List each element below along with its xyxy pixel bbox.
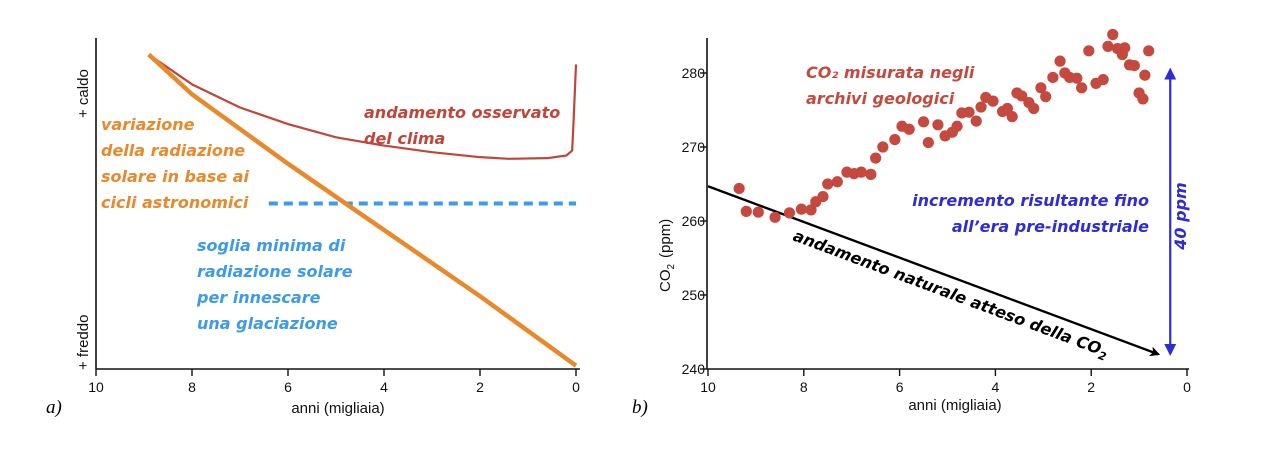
co2-data-point <box>1071 72 1083 84</box>
panel-b-x-tick-label: 6 <box>896 379 904 395</box>
co2-data-point <box>1016 90 1028 102</box>
co2-data-point <box>1107 28 1119 41</box>
panel-a-x-axis-label: anni (migliaia) <box>291 400 384 417</box>
co2-data-point <box>740 205 752 217</box>
co2-data-point <box>1102 40 1114 52</box>
co2-data-point <box>783 207 796 219</box>
panel-b-chart: 10 8 6 4 2 0 240 250 260 270 280 CO₂ misurata negl… <box>632 28 1191 418</box>
panel-b-y-tick-label: 240 <box>682 361 706 377</box>
co2-data-point <box>752 206 764 218</box>
co2-data-point <box>1006 111 1018 123</box>
co2-data-point <box>903 123 915 135</box>
panel-a-x-tick-label: 6 <box>284 379 292 395</box>
co2-data-point <box>1076 82 1088 94</box>
co2-data-point <box>1001 102 1013 115</box>
co2-data-point <box>1119 42 1131 54</box>
co2-data-point <box>822 178 834 190</box>
co2-data-point <box>951 120 963 132</box>
panel-a-x-tick-label: 0 <box>572 379 580 395</box>
co2-data-point <box>1137 93 1149 105</box>
co2-data-point <box>1143 45 1155 57</box>
co2-data-point <box>817 190 829 203</box>
co2-data-point <box>917 116 930 128</box>
co2-data-point <box>805 204 817 216</box>
panel-a-chart: 10 8 6 4 2 0 variazione della radiazione solare… <box>46 38 580 418</box>
co2-data-point <box>855 166 867 178</box>
increment-label: incremento risultante fino all’era pre-in… <box>912 191 1149 236</box>
natural-trend-arrow <box>707 185 1161 357</box>
panel-b-x-axis-label: anni (migliaia) <box>908 397 1001 414</box>
co2-data-point <box>987 95 999 107</box>
panel-b-x-tick-label: 8 <box>800 379 808 395</box>
co2-data-point <box>975 101 987 113</box>
co2-measured-label: CO₂ misurata negli archivi geologici <box>806 63 975 108</box>
panel-b-y-axis-label: CO2 (ppm) <box>657 219 677 292</box>
panel-a-x-tick-label: 4 <box>380 379 388 395</box>
co2-data-point <box>877 141 889 153</box>
co2-data-point <box>970 115 982 127</box>
panel-b-x-tick-label: 0 <box>1183 379 1191 395</box>
co2-data-point <box>889 134 901 146</box>
co2-data-point <box>769 211 781 223</box>
panel-a-x-tick-label: 8 <box>188 379 196 395</box>
panel-b-y-tick-label: 250 <box>682 287 706 303</box>
panel-b-y-tick-label: 280 <box>682 65 706 81</box>
increment-value-label: 40 ppm <box>1171 182 1190 250</box>
co2-data-point <box>1035 82 1047 94</box>
co2-data-point <box>865 168 877 180</box>
panel-b-x-tick-label: 2 <box>1087 379 1095 395</box>
co2-data-point <box>1128 60 1140 72</box>
panel-b-x-tick-label: 4 <box>992 379 1000 395</box>
co2-data-point <box>932 119 944 131</box>
natural-trend-label: andamento naturale atteso della CO2 <box>790 226 1112 364</box>
co2-data-point <box>831 176 843 188</box>
co2-data-point <box>1047 71 1059 84</box>
co2-data-point <box>963 106 975 118</box>
panel-b-label: b) <box>632 397 648 418</box>
panel-a-label: a) <box>46 397 62 418</box>
observed-climate-label: andamento osservato del clima <box>364 103 560 148</box>
y-label-co: CO <box>657 270 674 293</box>
solar-radiation-line <box>147 52 578 368</box>
panel-b-x-tick-label: 10 <box>700 379 716 395</box>
panel-b-y-tick-label: 260 <box>682 213 706 229</box>
co2-data-point <box>1028 102 1040 115</box>
co2-data-point <box>733 182 745 195</box>
co2-data-point <box>1139 69 1151 81</box>
threshold-label: soglia minima di radiazione solare per inn… <box>196 236 353 333</box>
co2-data-point <box>795 203 808 215</box>
y-label-unit: (ppm) <box>657 219 674 258</box>
panel-b-y-tick-label: 270 <box>682 139 706 155</box>
co2-data-point <box>922 136 934 149</box>
y-label-subscript: 2 <box>666 264 677 270</box>
co2-data-point <box>1040 91 1052 103</box>
panel-a-x-tick-label: 10 <box>88 379 104 395</box>
observed-climate-line <box>148 53 578 160</box>
co2-data-point <box>870 152 882 164</box>
solar-radiation-label: variazione della radiazione solare in base… <box>101 115 250 212</box>
panel-a-y-label-cold: + freddo <box>75 315 92 370</box>
co2-data-point <box>1097 74 1109 86</box>
panel-a-x-tick-label: 2 <box>476 379 484 395</box>
co2-data-point <box>1083 45 1095 57</box>
panel-a-y-label-warm: + caldo <box>75 69 92 118</box>
co2-data-point <box>1054 55 1066 67</box>
